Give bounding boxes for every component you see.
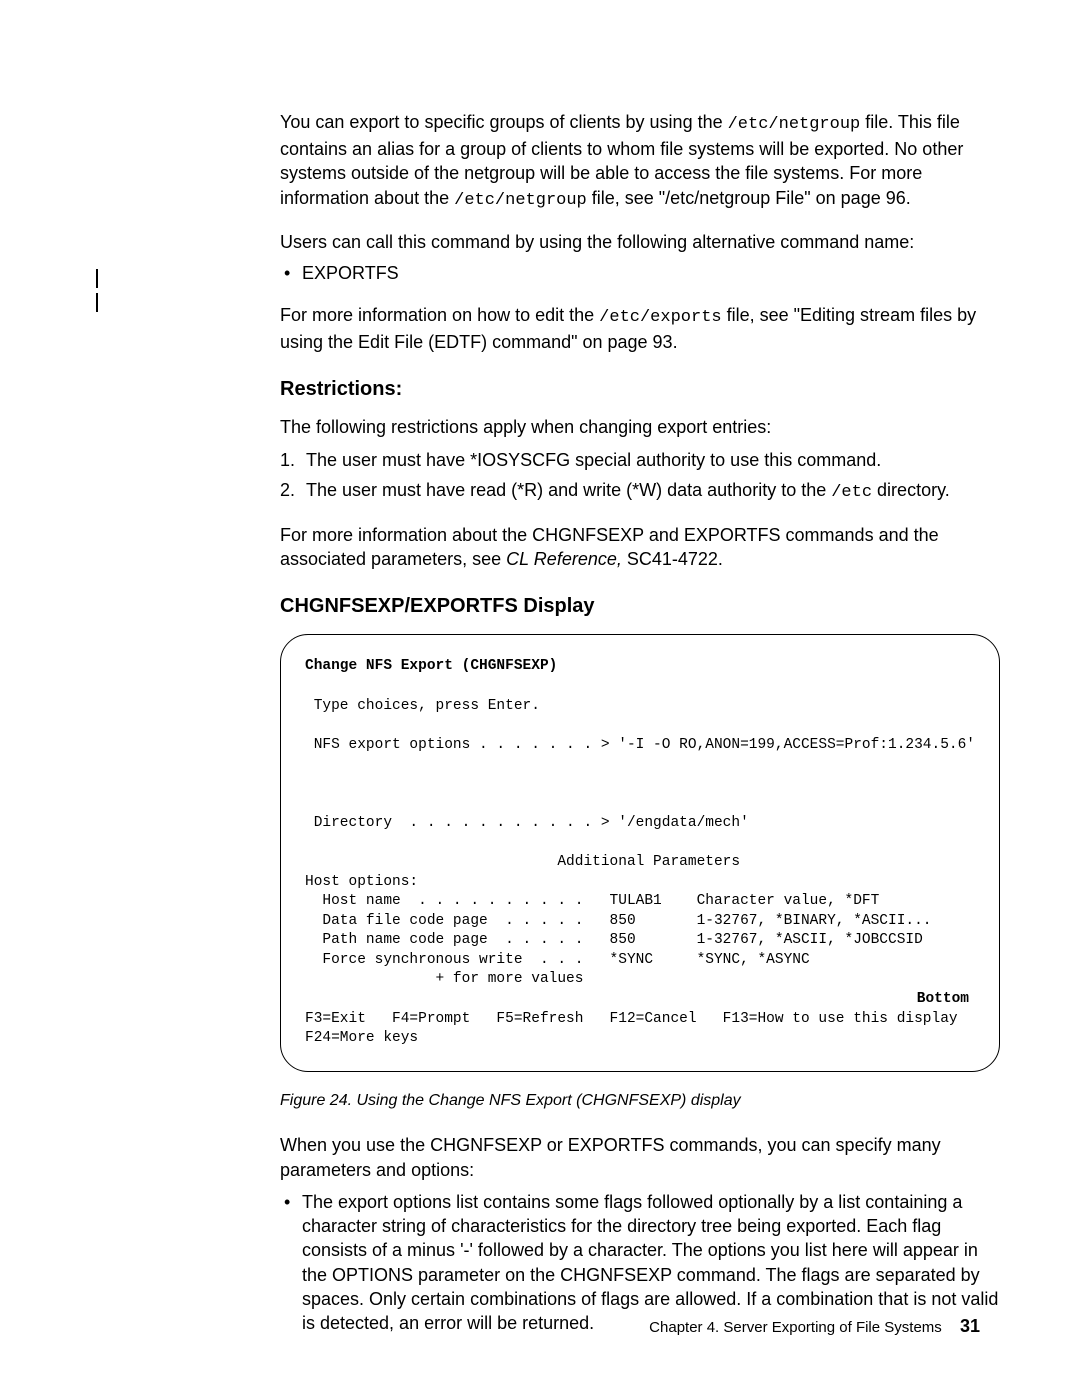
footer-page-number: 31 xyxy=(960,1316,980,1336)
footer-chapter: Chapter 4. Server Exporting of File Syst… xyxy=(649,1319,942,1336)
text: The export options list contains some fl… xyxy=(302,1192,998,1333)
list-item: The export options list contains some fl… xyxy=(280,1190,1000,1336)
code-etc: /etc xyxy=(831,483,872,502)
terminal-line: Data file code page . . . . . 850 1-3276… xyxy=(305,913,932,929)
text: SC41-4722. xyxy=(622,549,723,569)
citation: CL Reference, xyxy=(506,549,622,569)
page: You can export to specific groups of cli… xyxy=(0,0,1080,1397)
figure-caption: Figure 24. Using the Change NFS Export (… xyxy=(280,1090,1000,1112)
text: EXPORTFS xyxy=(302,263,399,283)
paragraph-alt-command: Users can call this command by using the… xyxy=(280,230,1000,254)
terminal-bottom-label: Bottom xyxy=(305,990,975,1010)
list-item: EXPORTFS xyxy=(280,261,1000,285)
terminal-display: Change NFS Export (CHGNFSEXP) Type choic… xyxy=(280,634,1000,1071)
code-etc-netgroup-2: /etc/netgroup xyxy=(454,191,587,210)
text: file, see "/etc/netgroup File" on page 9… xyxy=(587,188,911,208)
terminal-line: Type choices, press Enter. xyxy=(305,698,540,714)
list-item: 1. The user must have *IOSYSCFG special a… xyxy=(280,448,1000,472)
text: The user must have read (*R) and write (… xyxy=(306,480,831,500)
text: The user must have *IOSYSCFG special aut… xyxy=(306,450,881,470)
paragraph-more-info: For more information about the CHGNFSEXP… xyxy=(280,523,1000,572)
heading-restrictions: Restrictions: xyxy=(280,376,1000,403)
heading-display: CHGNFSEXP/EXPORTFS Display xyxy=(280,593,1000,620)
terminal-line: Host options: xyxy=(305,874,418,890)
terminal-line: F3=Exit F4=Prompt F5=Refresh F12=Cancel … xyxy=(305,1011,958,1027)
bullet-list-exportfs: EXPORTFS xyxy=(280,261,1000,285)
terminal-line: Force synchronous write . . . *SYNC *SYN… xyxy=(305,952,810,968)
terminal-line: Host name . . . . . . . . . . TULAB1 Cha… xyxy=(305,893,879,909)
list-number: 1. xyxy=(280,448,295,472)
terminal-line: Path name code page . . . . . 850 1-3276… xyxy=(305,932,923,948)
terminal-title: Change NFS Export (CHGNFSEXP) xyxy=(305,658,557,674)
paragraph-edit-exports: For more information on how to edit the … xyxy=(280,303,1000,354)
terminal-line: Directory . . . . . . . . . . . > '/engd… xyxy=(305,815,749,831)
list-item: 2. The user must have read (*R) and write… xyxy=(280,478,1000,505)
terminal-line: NFS export options . . . . . . . > '-I -… xyxy=(305,737,975,753)
text: You can export to specific groups of cli… xyxy=(280,112,728,132)
paragraph-specify: When you use the CHGNFSEXP or EXPORTFS c… xyxy=(280,1133,1000,1182)
code-etc-netgroup: /etc/netgroup xyxy=(728,115,861,134)
change-bar-2 xyxy=(96,293,98,312)
content-area: You can export to specific groups of cli… xyxy=(280,110,1000,1336)
numbered-list-restrictions: 1. The user must have *IOSYSCFG special a… xyxy=(280,448,1000,505)
list-number: 2. xyxy=(280,478,295,502)
terminal-line: + for more values xyxy=(305,971,583,987)
paragraph-netgroup: You can export to specific groups of cli… xyxy=(280,110,1000,212)
page-footer: Chapter 4. Server Exporting of File Syst… xyxy=(649,1316,980,1337)
bullet-list-options: The export options list contains some fl… xyxy=(280,1190,1000,1336)
code-etc-exports: /etc/exports xyxy=(599,308,721,327)
text: directory. xyxy=(872,480,950,500)
text: For more information on how to edit the xyxy=(280,305,599,325)
terminal-line: Additional Parameters xyxy=(305,854,740,870)
terminal-line: F24=More keys xyxy=(305,1030,418,1046)
change-bar-1 xyxy=(96,269,98,288)
paragraph-restrictions-intro: The following restrictions apply when ch… xyxy=(280,415,1000,439)
